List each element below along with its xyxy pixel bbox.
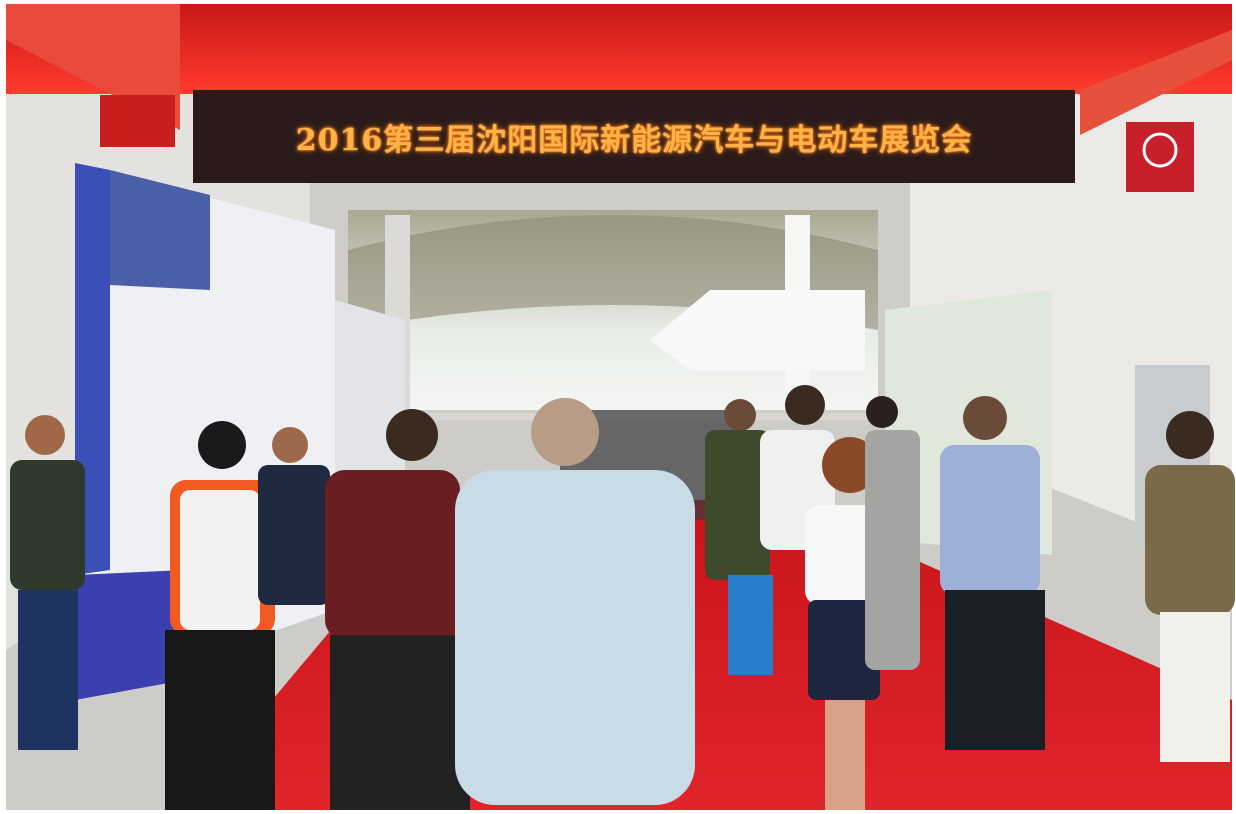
banner-logo [110,170,210,290]
person [1145,465,1235,615]
person-head [386,409,438,461]
banner-base [75,570,185,700]
person [940,445,1040,595]
person [945,590,1045,750]
person [18,590,78,750]
no-smoking-icon [1142,132,1178,168]
bag [728,575,773,675]
person-head [198,421,246,469]
person-head [963,396,1007,440]
person [165,630,275,810]
person [825,700,865,810]
ceiling [6,4,1232,94]
person [10,460,85,590]
person [325,470,460,640]
person-head [866,396,898,428]
person [455,470,695,805]
person-head [724,399,756,431]
person [1160,612,1230,762]
banner-side [335,300,405,500]
crowd [10,385,1235,810]
person-head [272,427,308,463]
led-sign-text: 2016第三届沈阳国际新能源汽车与电动车展览会 [295,122,973,158]
booth [650,290,865,370]
person-head [785,385,825,425]
person [865,430,920,670]
person-head [1166,411,1214,459]
person [808,600,880,700]
person [330,635,470,810]
exit-sign [100,95,175,147]
ceiling-right [1080,30,1232,135]
person [705,430,770,580]
person-head [25,415,65,455]
person-head [531,398,599,466]
person-head [822,437,878,493]
led-board [193,90,1075,183]
person [258,465,330,605]
person [180,490,260,630]
